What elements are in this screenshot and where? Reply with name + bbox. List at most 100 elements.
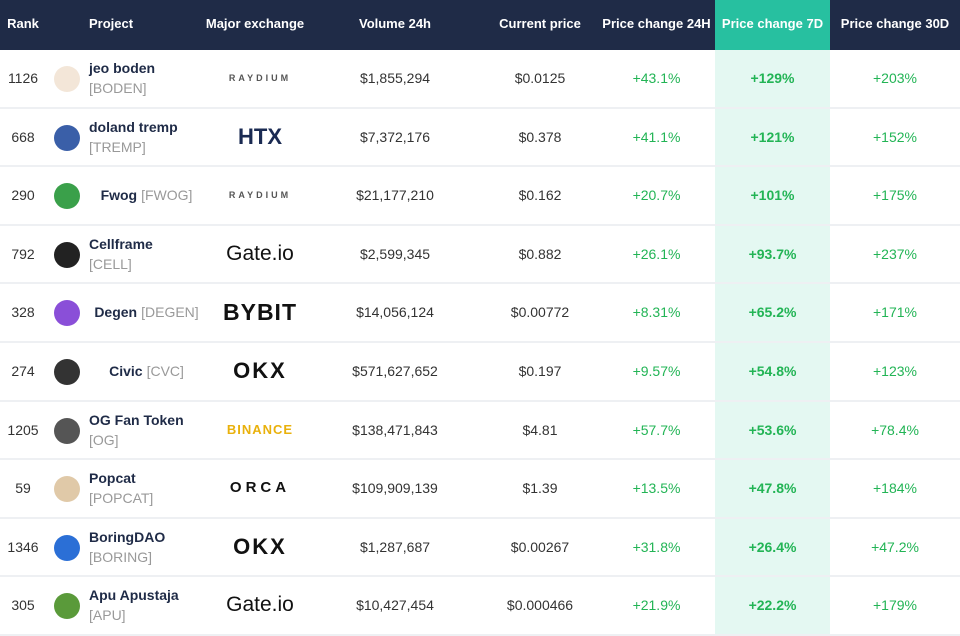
- change-24h: +41.1%: [632, 128, 681, 145]
- change-30d: +152%: [873, 128, 917, 145]
- change-7d: +121%: [750, 128, 795, 145]
- change-30d: +237%: [873, 245, 917, 262]
- change-30d: +171%: [873, 304, 917, 321]
- project-ticker: [APU]: [89, 607, 126, 624]
- project-name: jeo boden: [89, 60, 156, 76]
- column-header: Project: [89, 16, 134, 31]
- project: Cellframe [CELL]: [89, 226, 204, 282]
- rank: 792: [11, 245, 35, 262]
- column-header: Rank: [7, 16, 39, 31]
- rank: 1346: [7, 538, 39, 555]
- change-24h: +21.9%: [632, 597, 681, 614]
- change-24h: +57.7%: [632, 421, 681, 438]
- table-row: 668 doland tremp [TREMP] HTX $7,372,176 $0.37…: [0, 109, 960, 168]
- avatar: [54, 241, 80, 268]
- change-7d: +26.4%: [748, 538, 797, 555]
- project: Popcat [POPCAT]: [89, 460, 204, 516]
- avatar: [54, 183, 80, 210]
- avatar: [54, 593, 80, 620]
- price: $0.00772: [510, 304, 570, 321]
- volume: $21,177,210: [356, 187, 434, 204]
- exchange-logo: BINANCE: [226, 421, 294, 437]
- table-row: 290 Fwog [FWOG] RAYDIUM $21,177,210 $0.162 +20…: [0, 167, 960, 226]
- project-ticker: [DEGEN]: [141, 304, 199, 321]
- price: $0.197: [518, 363, 562, 379]
- column-header: Price change 30D: [840, 16, 950, 31]
- change-7d: +53.6%: [748, 421, 797, 438]
- change-24h: +20.7%: [632, 187, 681, 204]
- change-30d: +123%: [873, 363, 917, 379]
- column-header: Price change 24H: [602, 16, 711, 31]
- change-7d: +54.8%: [748, 363, 797, 379]
- project-name: Degen: [94, 304, 138, 321]
- change-30d: +184%: [873, 480, 917, 497]
- price: $0.000466: [506, 597, 574, 614]
- avatar: [54, 534, 80, 561]
- change-7d: +93.7%: [748, 245, 797, 262]
- rank: 1126: [7, 70, 39, 86]
- price: $4.81: [522, 421, 558, 438]
- column-header: Current price: [499, 16, 581, 31]
- volume: $14,056,124: [356, 304, 434, 321]
- avatar: [54, 476, 80, 503]
- price: $0.882: [518, 245, 562, 262]
- column-header: Major exchange: [205, 16, 305, 31]
- change-7d: +101%: [750, 187, 795, 204]
- table-row: 1346 BoringDAO [BORING] OKX $1,287,687 $0.002…: [0, 519, 960, 578]
- volume: $2,599,345: [359, 245, 431, 262]
- project-ticker: [POPCAT]: [89, 490, 154, 507]
- change-24h: +8.31%: [632, 304, 681, 321]
- project-ticker: [CELL]: [89, 255, 132, 272]
- project-ticker: [BORING]: [89, 548, 153, 565]
- project: Apu Apustaja [APU]: [89, 577, 204, 633]
- avatar: [54, 300, 80, 327]
- avatar: [54, 66, 80, 92]
- table-row: 1126 jeo boden [BODEN] RAYDIUM $1,855,294 $0.…: [0, 50, 960, 109]
- exchange-logo: RAYDIUM: [228, 190, 292, 201]
- project: Degen [DEGEN]: [89, 284, 204, 340]
- project-name: OG Fan Token: [89, 411, 184, 428]
- exchange-logo: Gate.io: [226, 241, 294, 265]
- rank: 305: [11, 597, 35, 614]
- column-header: Volume 24h: [358, 16, 431, 31]
- table-row: 328 Degen [DEGEN] BYBIT $14,056,124 $0.00772 +…: [0, 284, 960, 343]
- project: Fwog [FWOG]: [89, 167, 204, 223]
- change-24h: +26.1%: [632, 245, 681, 262]
- project: OG Fan Token [OG]: [89, 402, 204, 458]
- change-7d: +65.2%: [748, 304, 797, 321]
- project-ticker: [TREMP]: [89, 138, 146, 155]
- project-ticker: [CVC]: [146, 363, 184, 379]
- avatar: [54, 124, 80, 151]
- exchange-logo: Gate.io: [226, 593, 294, 617]
- change-30d: +179%: [873, 597, 917, 614]
- exchange-logo: OKX: [233, 358, 287, 383]
- rank: 328: [11, 304, 35, 321]
- exchange-logo: BYBIT: [223, 299, 297, 326]
- table-row: 274 Civic [CVC] OKX $571,627,652 $0.197 +9.57%…: [0, 343, 960, 402]
- project: doland tremp [TREMP]: [89, 109, 204, 165]
- rank: 668: [11, 128, 35, 145]
- volume: $1,287,687: [359, 538, 431, 555]
- rank: 1205: [7, 421, 39, 438]
- volume: $109,909,139: [352, 480, 438, 497]
- change-24h: +43.1%: [632, 70, 681, 86]
- change-30d: +175%: [873, 187, 917, 204]
- highlight-column: [715, 50, 830, 636]
- rank: 59: [15, 480, 31, 497]
- change-7d: +47.8%: [748, 480, 797, 497]
- exchange-logo: ORCA: [229, 479, 291, 497]
- price: $0.378: [518, 128, 562, 145]
- project-ticker: [FWOG]: [141, 187, 193, 204]
- change-7d: +22.2%: [748, 597, 797, 614]
- volume: $138,471,843: [352, 421, 438, 438]
- rank: 274: [11, 363, 35, 379]
- exchange-logo: RAYDIUM: [228, 73, 292, 83]
- price: $0.162: [518, 187, 562, 204]
- project-name: Cellframe: [89, 235, 153, 252]
- price: $1.39: [522, 480, 558, 497]
- change-24h: +9.57%: [632, 363, 681, 379]
- project-name: BoringDAO: [89, 528, 166, 545]
- column-header: Price change 7D: [715, 0, 830, 50]
- volume: $7,372,176: [359, 128, 431, 145]
